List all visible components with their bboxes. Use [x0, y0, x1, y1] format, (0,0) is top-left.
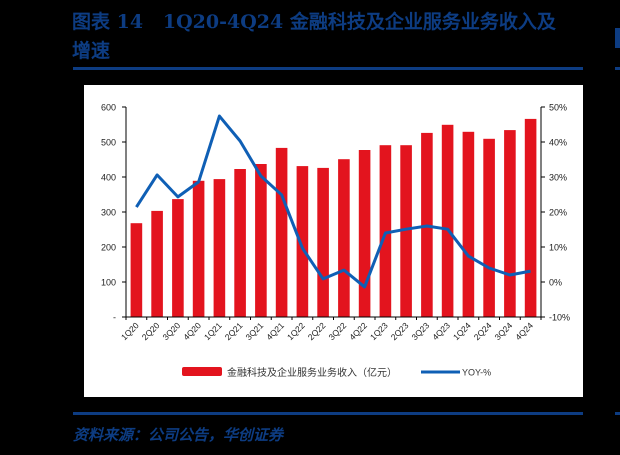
revenue-bar: [172, 199, 184, 317]
left-axis-tick-label: 500: [101, 138, 116, 148]
revenue-bar: [483, 138, 495, 317]
revenue-bar: [358, 150, 371, 317]
left-axis-tick-label: 600: [101, 103, 116, 113]
right-axis-tick-label: 40%: [549, 138, 567, 148]
legend-bar-label: 金融科技及企业服务业务收入（亿元）: [227, 366, 397, 379]
x-axis-tick-label: 1Q22: [285, 320, 307, 342]
right-axis-tick-label: -10%: [549, 313, 570, 323]
left-axis-tick-label: 100: [101, 278, 116, 288]
right-axis-tick-label: 20%: [549, 208, 567, 218]
top-rule: [73, 67, 583, 70]
x-axis-tick-label: 4Q22: [347, 320, 369, 342]
x-axis-tick-label: 2Q21: [223, 320, 245, 342]
revenue-bar: [379, 145, 392, 317]
x-axis-tick-label: 4Q24: [513, 320, 535, 342]
revenue-bar: [296, 166, 309, 317]
x-axis-tick-label: 2Q24: [472, 320, 494, 342]
right-edge-fragment: [615, 28, 620, 48]
x-axis-tick-label: 3Q23: [410, 320, 432, 342]
right-axis-tick-label: 0%: [549, 278, 562, 288]
x-axis-tick-label: 2Q22: [306, 320, 328, 342]
right-axis-tick-label: 30%: [549, 173, 567, 183]
chart-area: - 100 200 300 400 500 600 -10% 0% 10% 20% 30% 40% 50%…: [84, 85, 583, 397]
x-axis-tick-label: 3Q21: [244, 320, 266, 342]
revenue-bar: [504, 130, 516, 317]
x-axis-tick-label: 1Q20: [119, 320, 141, 342]
left-axis-tick-label: 200: [101, 243, 116, 253]
revenue-bar: [400, 145, 412, 317]
x-axis-tick-label: 3Q24: [493, 320, 515, 342]
x-axis-tick-label: 3Q20: [161, 320, 183, 342]
x-axis-tick-label: 1Q24: [451, 320, 473, 342]
figure-title-line1: 图表 14 1Q20-4Q24 金融科技及企业服务业务收入及: [72, 11, 556, 33]
left-axis-tick-label: -: [113, 313, 116, 323]
x-axis-tick-label: 1Q21: [202, 320, 224, 342]
source-note: 资料来源：公司公告，华创证券: [73, 426, 284, 444]
x-axis-tick-label: 4Q21: [264, 320, 286, 342]
revenue-bar: [462, 131, 475, 317]
x-axis-tick-label: 3Q22: [327, 320, 349, 342]
x-axis-tick-label: 1Q23: [368, 320, 390, 342]
right-axis-tick-label: 10%: [549, 243, 567, 253]
figure-title: 图表 14 1Q20-4Q24 金融科技及企业服务业务收入及 增速: [72, 8, 582, 66]
yoy-line: [135, 114, 531, 289]
x-axis-tick-label: 2Q20: [140, 320, 162, 342]
top-rule-right-fragment: [615, 67, 620, 70]
revenue-bar: [151, 210, 163, 317]
revenue-bar: [234, 169, 246, 317]
revenue-bar: [524, 118, 537, 318]
figure-title-line2: 增速: [72, 40, 111, 62]
x-axis-tick-label: 2Q23: [389, 320, 411, 342]
bottom-rule: [73, 412, 583, 415]
revenue-bar: [338, 159, 350, 317]
revenue-bar: [317, 167, 329, 317]
bottom-rule-right-fragment: [615, 412, 620, 415]
revenue-bar: [275, 147, 288, 317]
legend-line-label: YOY-%: [462, 368, 491, 378]
combo-chart: - 100 200 300 400 500 600 -10% 0% 10% 20% 30% 40% 50%…: [101, 103, 570, 380]
revenue-bar: [130, 223, 143, 317]
revenue-bar: [192, 180, 205, 317]
left-axis-tick-label: 400: [101, 173, 116, 183]
revenue-bar: [441, 124, 454, 317]
revenue-bar: [213, 179, 226, 317]
right-axis-tick-label: 50%: [549, 103, 567, 113]
x-axis-tick-label: 4Q23: [430, 320, 452, 342]
legend-bar-swatch: [182, 367, 222, 376]
left-axis-tick-label: 300: [101, 208, 116, 218]
x-axis-tick-label: 4Q20: [181, 320, 203, 342]
revenue-bar: [255, 164, 267, 317]
